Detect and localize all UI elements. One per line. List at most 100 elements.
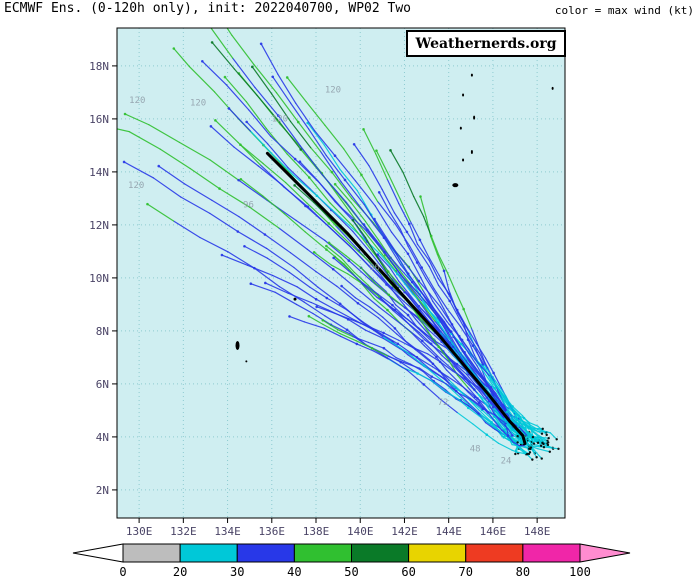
track-point	[430, 375, 434, 378]
track-point	[243, 244, 246, 248]
track-segment	[450, 330, 466, 356]
track-segment	[295, 303, 314, 315]
track-segment	[128, 130, 161, 150]
track-segment	[459, 326, 474, 347]
track-segment	[377, 317, 398, 335]
track-segment	[159, 148, 191, 170]
track-segment	[369, 306, 384, 318]
track-segment	[519, 421, 525, 430]
track-segment	[507, 436, 513, 446]
track-segment	[532, 431, 540, 439]
track-point	[333, 154, 337, 158]
track-segment	[408, 245, 423, 269]
track-segment	[385, 236, 398, 255]
track-point	[373, 217, 376, 221]
track-point	[546, 443, 550, 447]
colorbar-tick-label: 100	[569, 565, 591, 578]
track-segment	[173, 47, 190, 68]
track-segment	[227, 251, 255, 269]
track-segment	[382, 336, 406, 352]
mean-track-line	[265, 151, 527, 445]
colorbar-tick-label: 80	[516, 565, 530, 578]
track-segment	[449, 300, 461, 320]
track-segment	[425, 277, 436, 294]
watermark-box: Weathernerds.org	[406, 30, 566, 57]
track-point	[351, 218, 355, 222]
colorbar-segment	[293, 543, 352, 563]
track-segment	[303, 301, 326, 317]
track-segment	[233, 146, 259, 167]
track-segment	[377, 293, 394, 306]
track-segment	[449, 359, 461, 372]
colorbar-tick-label: 60	[401, 565, 415, 578]
track-segment	[316, 306, 335, 314]
track-segment	[237, 179, 268, 201]
track-point	[122, 160, 126, 164]
track-point	[512, 410, 516, 414]
track-segment	[371, 347, 389, 357]
track-segment	[472, 423, 488, 436]
track-point	[343, 178, 347, 182]
ensemble-track	[307, 314, 549, 445]
track-segment	[295, 102, 316, 132]
track-segment	[249, 206, 280, 229]
track-segment	[296, 286, 317, 300]
track-segment	[306, 248, 334, 270]
track-segment	[398, 280, 410, 295]
track-point	[535, 456, 538, 459]
track-segment	[340, 285, 357, 299]
track-segment	[231, 34, 255, 66]
y-tick-label: 4N	[96, 431, 109, 444]
track-point	[393, 327, 397, 330]
track-segment	[424, 339, 442, 353]
track-segment	[428, 265, 440, 286]
track-segment	[400, 264, 419, 288]
track-segment	[332, 257, 349, 272]
track-point	[429, 234, 433, 238]
track-segment	[293, 266, 319, 288]
track-segment	[441, 341, 453, 356]
track-segment	[224, 76, 247, 103]
colorbar-over-arrow	[579, 543, 631, 563]
track-segment	[383, 237, 402, 266]
y-tick-label: 18N	[89, 60, 109, 73]
track-point	[315, 305, 318, 309]
track-segment	[409, 324, 426, 341]
ensemble-track	[122, 160, 528, 456]
track-segment	[538, 436, 549, 444]
track-point	[421, 339, 424, 343]
track-segment	[416, 356, 434, 368]
track-segment	[433, 309, 452, 333]
track-point	[545, 433, 548, 437]
track-segment	[520, 430, 535, 438]
track-segment	[506, 411, 520, 428]
x-tick-label: 146E	[480, 525, 507, 536]
track-segment	[238, 216, 266, 236]
track-segment	[408, 223, 419, 245]
track-point	[532, 442, 536, 445]
track-segment	[472, 345, 485, 365]
track-segment	[421, 340, 442, 360]
wind-speed-colorbar: 0 20 30 40 50 60 70 80 100	[72, 543, 631, 578]
track-point	[264, 281, 267, 285]
track-segment	[456, 411, 474, 425]
track-point	[418, 238, 422, 242]
track-segment	[334, 183, 352, 204]
track-segment	[232, 57, 256, 89]
track-segment	[385, 283, 405, 303]
track-segment	[373, 297, 389, 311]
track-segment	[454, 290, 465, 310]
track-segment	[438, 346, 450, 361]
track-point	[293, 157, 297, 161]
track-segment	[243, 245, 269, 259]
track-segment	[271, 93, 292, 123]
track-segment	[287, 166, 311, 190]
track-segment	[225, 84, 250, 111]
track-segment	[427, 353, 441, 363]
island	[462, 158, 465, 162]
track-point	[396, 342, 400, 346]
track-segment	[516, 451, 528, 455]
track-segment	[360, 320, 384, 338]
track-segment	[310, 147, 333, 173]
track-segment	[483, 378, 493, 392]
